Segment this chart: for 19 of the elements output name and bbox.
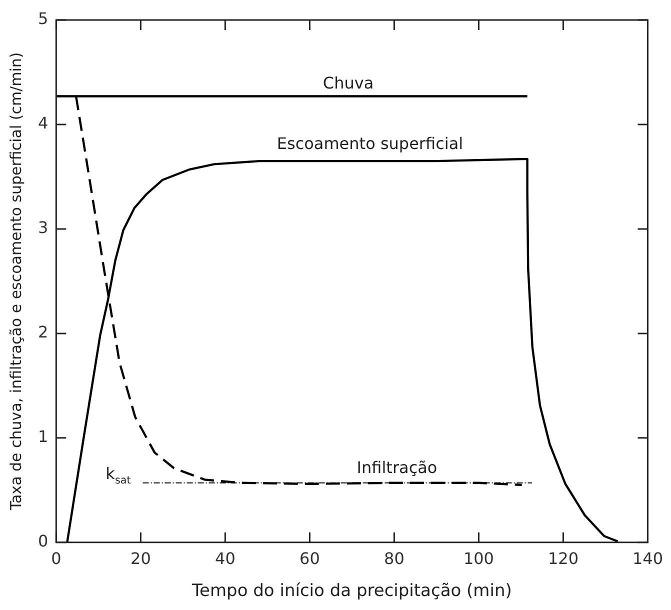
x-tick-label: 100 [463,549,494,568]
y-tick-label: 5 [38,9,48,28]
y-tick-label: 1 [38,427,48,446]
y-tick-label: 4 [38,114,48,133]
series-label: Escoamento superficial [276,134,464,154]
x-tick-label: 0 [51,549,62,568]
x-tick-label: 140 [632,549,664,568]
y-tick-label: 2 [38,322,48,342]
y-tick-label: 3 [38,218,48,238]
series-label: Chuva [322,73,374,92]
x-axis-title: Tempo do início da precipitação (min) [191,581,512,602]
x-tick-label: 60 [300,549,320,568]
x-tick-label: 80 [384,549,404,568]
y-tick-label: 0 [38,532,48,551]
x-tick-label: 40 [215,549,236,568]
x-tick-label: 20 [130,549,151,568]
x-tick-label: 120 [548,549,578,568]
y-axis-title: Taxa de chuva, infiltração e escoamento superficial (cm/min) [6,52,25,512]
series-label: Infiltração [356,458,438,477]
